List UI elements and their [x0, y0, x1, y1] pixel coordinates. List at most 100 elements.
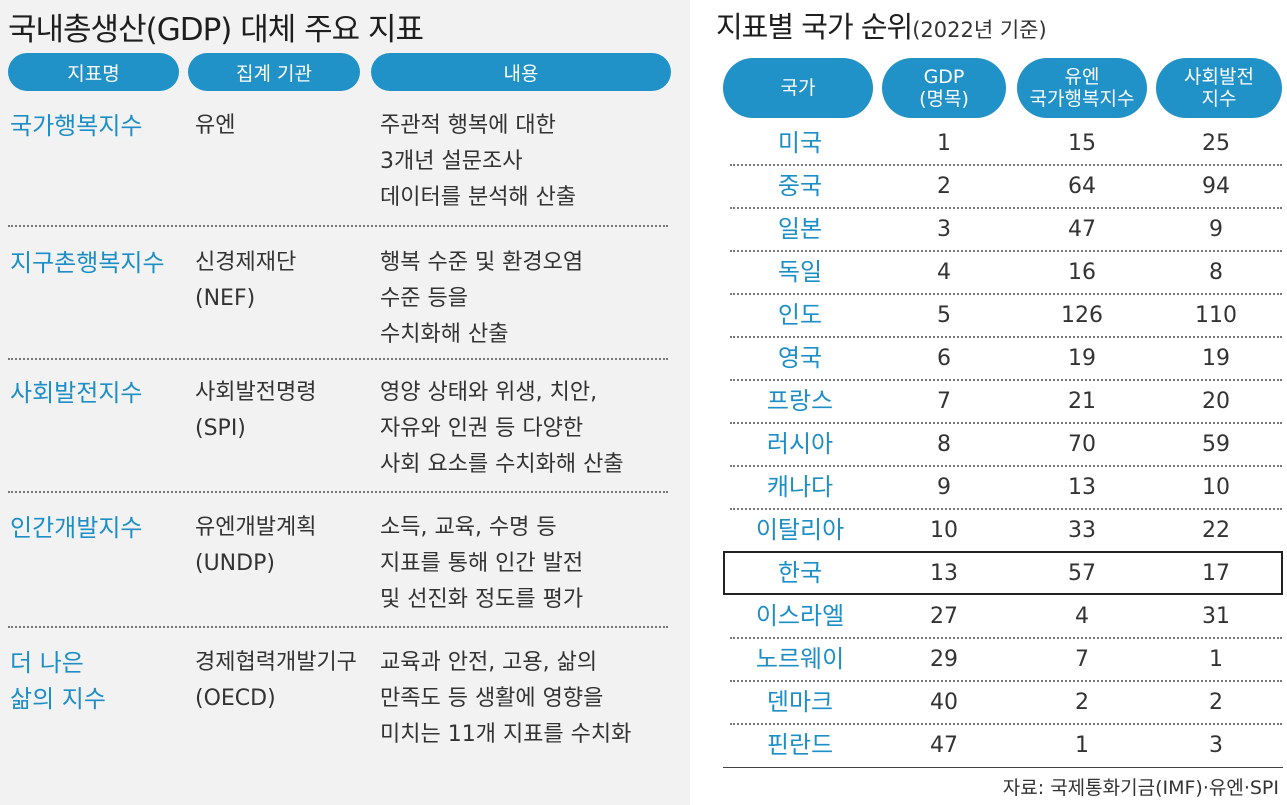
table-bottom-line	[723, 767, 1283, 768]
gdp-rank: 29	[930, 647, 958, 672]
row-divider	[730, 465, 1282, 467]
country-name: 미국	[777, 129, 823, 157]
row-divider	[8, 626, 668, 628]
ranking-row: 덴마크 40 2 2	[706, 681, 1287, 724]
header-indicator-name: 지표명	[8, 53, 179, 91]
spi-rank: 20	[1202, 389, 1230, 414]
row-divider	[730, 293, 1282, 295]
row-divider	[730, 250, 1282, 252]
country-name: 한국	[777, 559, 823, 587]
country-name: 이탈리아	[755, 516, 845, 544]
indicator-agency: 유엔개발계획 (UNDP)	[195, 515, 317, 576]
happiness-rank: 33	[1068, 518, 1096, 543]
left-panel: 국내총생산(GDP) 대체 주요 지표 지표명 집계 기관 내용 국가행복지수 …	[0, 0, 690, 805]
row-divider	[8, 358, 668, 360]
happiness-rank: 4	[1075, 604, 1089, 629]
row-divider	[730, 336, 1282, 338]
row-divider	[8, 491, 668, 493]
row-divider	[730, 508, 1282, 510]
happiness-rank: 16	[1068, 260, 1096, 285]
right-title: 지표별 국가 순위(2022년 기준)	[716, 4, 1047, 46]
spi-rank: 10	[1202, 475, 1230, 500]
gdp-rank: 8	[937, 432, 951, 457]
header-country: 국가	[723, 58, 873, 118]
header-agency: 집계 기관	[188, 53, 360, 91]
highlight-box-korea	[723, 551, 1283, 595]
ranking-subtitle: (2022년 기준)	[912, 18, 1047, 42]
row-divider	[8, 225, 668, 227]
row-divider	[730, 207, 1282, 209]
row-divider	[730, 680, 1282, 682]
happiness-rank: 64	[1068, 174, 1096, 199]
ranking-row: 캐나다 9 13 10	[706, 466, 1287, 509]
country-name: 핀란드	[766, 731, 834, 759]
indicator-name: 국가행복지수	[10, 112, 143, 140]
country-name: 노르웨이	[755, 645, 845, 673]
country-name: 일본	[777, 215, 823, 243]
ranking-row: 중국 2 64 94	[706, 165, 1287, 208]
ranking-row: 일본 3 47 9	[706, 208, 1287, 251]
header-happiness-index: 유엔 국가행복지수	[1017, 58, 1147, 118]
header-spi: 사회발전 지수	[1156, 58, 1282, 118]
indicator-name: 사회발전지수	[10, 379, 143, 407]
ranking-row: 노르웨이 29 7 1	[706, 638, 1287, 681]
indicator-agency: 신경제재단 (NEF)	[195, 250, 297, 311]
indicator-description: 주관적 행복에 대한 3개년 설문조사 데이터를 분석해 산출	[380, 113, 577, 210]
ranking-row: 이스라엘 27 4 31	[706, 595, 1287, 638]
indicator-name: 더 나은 삶의 지수	[10, 649, 106, 713]
spi-rank: 94	[1202, 174, 1230, 199]
ranking-row: 인도 5 126 110	[706, 294, 1287, 337]
country-name: 프랑스	[766, 387, 834, 415]
happiness-rank: 1	[1075, 733, 1089, 758]
country-name: 중국	[777, 172, 823, 200]
gdp-rank: 5	[937, 303, 951, 328]
indicator-agency: 유엔	[195, 113, 236, 138]
gdp-rank: 3	[937, 217, 951, 242]
ranking-row: 독일 4 16 8	[706, 251, 1287, 294]
happiness-rank: 47	[1068, 217, 1096, 242]
header-content: 내용	[371, 53, 671, 91]
happiness-rank: 70	[1068, 432, 1096, 457]
row-divider	[730, 379, 1282, 381]
happiness-rank: 7	[1075, 647, 1089, 672]
gdp-rank: 40	[930, 690, 958, 715]
happiness-rank: 15	[1068, 131, 1096, 156]
ranking-row: 프랑스 7 21 20	[706, 380, 1287, 423]
indicator-name: 지구촌행복지수	[10, 249, 165, 277]
happiness-rank: 126	[1061, 303, 1103, 328]
row-divider	[730, 422, 1282, 424]
spi-rank: 9	[1209, 217, 1223, 242]
indicator-description: 영양 상태와 위생, 치안, 자유와 인권 등 다양한 사회 요소를 수치화해 …	[380, 380, 624, 477]
indicator-agency: 사회발전명령 (SPI)	[195, 380, 317, 441]
ranking-row: 핀란드 47 1 3	[706, 724, 1287, 767]
gdp-rank: 13	[930, 561, 958, 586]
happiness-rank: 13	[1068, 475, 1096, 500]
gdp-rank: 10	[930, 518, 958, 543]
country-name: 독일	[777, 258, 823, 286]
ranking-row: 영국 6 19 19	[706, 337, 1287, 380]
indicator-description: 소득, 교육, 수명 등 지표를 통해 인간 발전 및 선진화 정도를 평가	[380, 515, 584, 612]
country-name: 인도	[777, 301, 823, 329]
indicator-description: 교육과 안전, 고용, 삶의 만족도 등 생활에 영향을 미치는 11개 지표를…	[380, 650, 632, 747]
gdp-rank: 7	[937, 389, 951, 414]
spi-rank: 19	[1202, 346, 1230, 371]
spi-rank: 31	[1202, 604, 1230, 629]
gdp-rank: 27	[930, 604, 958, 629]
ranking-row: 한국 13 57 17	[706, 552, 1287, 595]
spi-rank: 1	[1209, 647, 1223, 672]
indicator-agency: 경제협력개발기구 (OECD)	[195, 650, 357, 711]
happiness-rank: 19	[1068, 346, 1096, 371]
country-name: 이스라엘	[755, 602, 845, 630]
happiness-rank: 21	[1068, 389, 1096, 414]
row-divider	[730, 723, 1282, 725]
spi-rank: 17	[1202, 561, 1230, 586]
spi-rank: 22	[1202, 518, 1230, 543]
left-title: 국내총생산(GDP) 대체 주요 지표	[8, 12, 424, 48]
spi-rank: 3	[1209, 733, 1223, 758]
country-name: 덴마크	[766, 688, 834, 716]
right-panel: 지표별 국가 순위(2022년 기준) 국가 GDP (명목) 유엔 국가행복지…	[706, 0, 1287, 805]
country-name: 영국	[777, 344, 823, 372]
row-divider	[730, 637, 1282, 639]
happiness-rank: 57	[1068, 561, 1096, 586]
gdp-rank: 2	[937, 174, 951, 199]
